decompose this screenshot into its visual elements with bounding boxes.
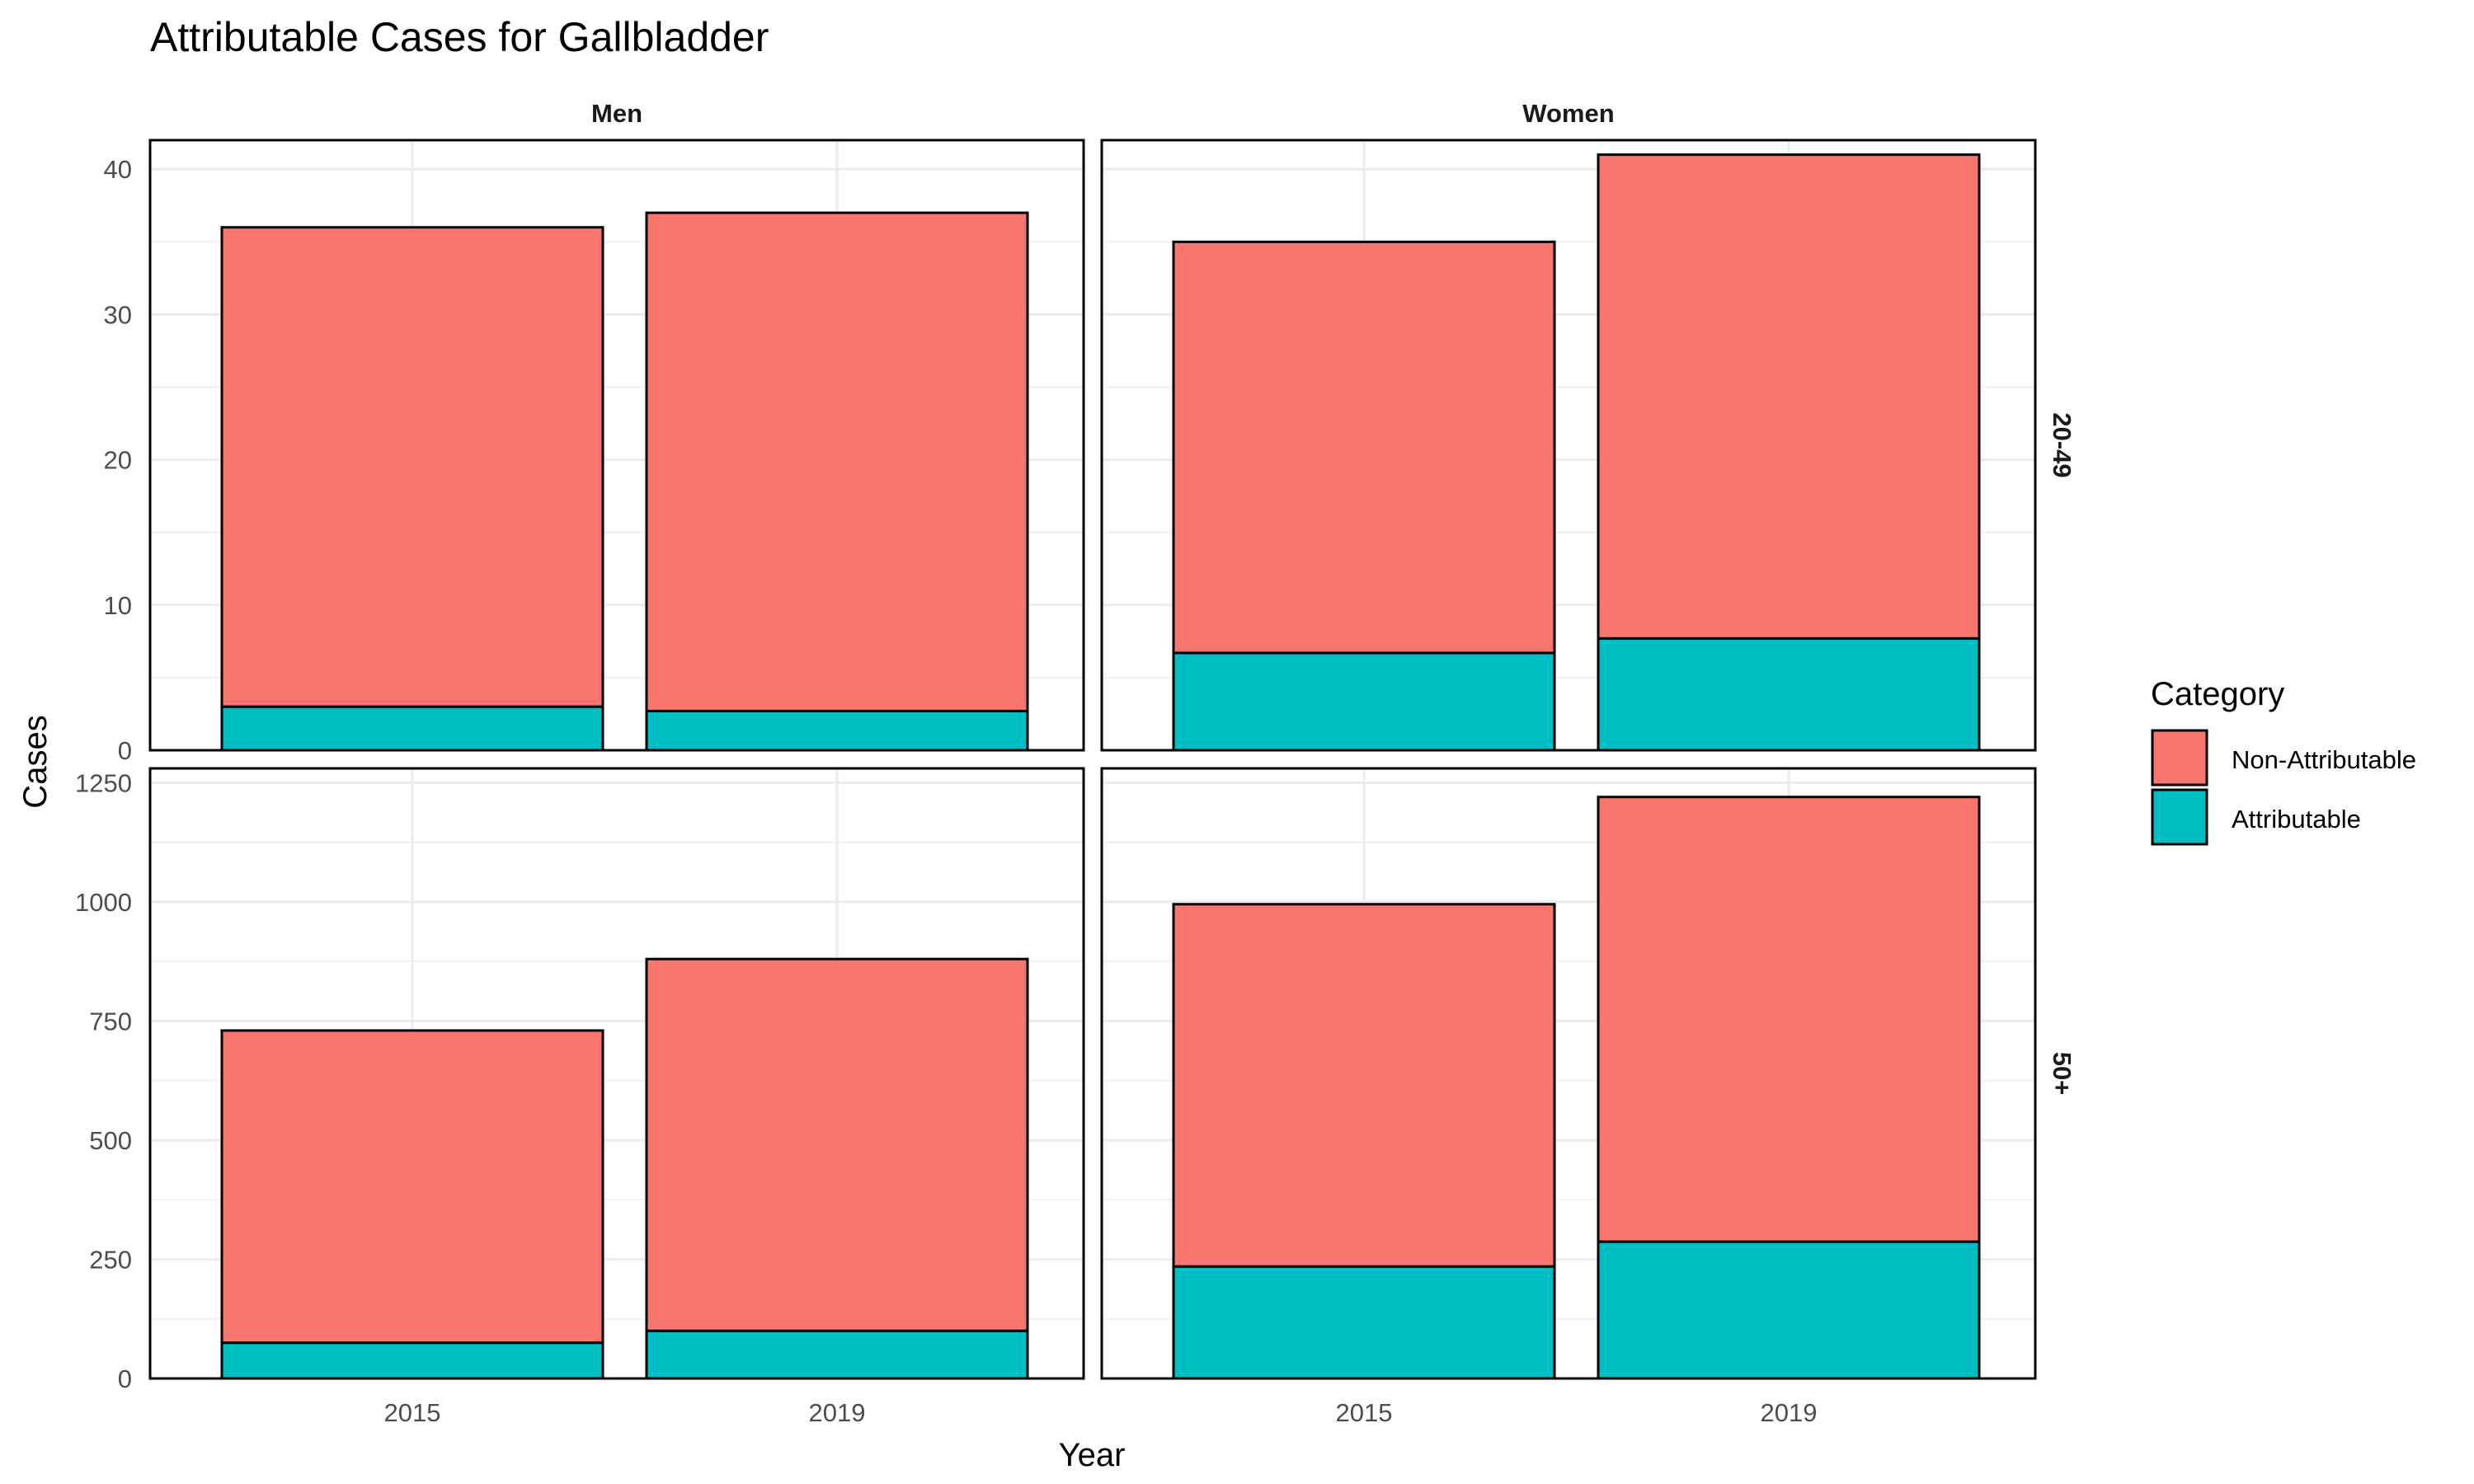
strip-50: 50+ <box>2048 1052 2077 1096</box>
legend-key-attributable <box>2151 788 2208 846</box>
strip-20-49: 20-49 <box>2048 412 2077 477</box>
bar-attributable-men-20-49-2015 <box>220 705 604 752</box>
bar-attributable-women-20-49-2015 <box>1172 651 1556 752</box>
y-tick-label: 0 <box>118 736 132 765</box>
legend-key-non-attributable <box>2151 729 2208 787</box>
legend: Category Non-Attributable Attributable <box>2151 676 2416 846</box>
legend-label-non-attributable: Non-Attributable <box>2232 745 2416 774</box>
x-axis-title: Year <box>1059 1437 1126 1473</box>
y-tick-label: 1000 <box>75 888 132 917</box>
y-tick-label: 750 <box>89 1007 132 1036</box>
panel-50-men <box>148 767 1085 1380</box>
bar-non-attributable-men-20-49-2015 <box>220 226 604 708</box>
bar-non-attributable-men-50-2015 <box>220 1029 604 1345</box>
bar-attributable-men-20-49-2019 <box>645 709 1029 752</box>
bar-non-attributable-women-50-2019 <box>1597 796 1981 1243</box>
panel-50-women <box>1100 767 2037 1380</box>
panel-border <box>148 139 1085 752</box>
y-tick-label: 20 <box>104 446 132 475</box>
legend-title: Category <box>2151 676 2284 712</box>
bar-non-attributable-women-20-49-2019 <box>1597 153 1981 640</box>
bar-attributable-women-50-2015 <box>1172 1265 1556 1380</box>
y-tick-label: 40 <box>104 155 132 184</box>
y-axis-title: Cases <box>17 715 54 808</box>
panel-border <box>148 767 1085 1380</box>
bar-non-attributable-women-20-49-2015 <box>1172 240 1556 655</box>
bar-non-attributable-women-50-2015 <box>1172 903 1556 1268</box>
legend-label-attributable: Attributable <box>2232 805 2361 834</box>
bar-attributable-men-50-2019 <box>645 1329 1029 1380</box>
facet-panels: Men Women 20-49 0 10 20 30 40 50+ 0 250 500 750 1000 1… <box>75 99 2077 1427</box>
y-tick-label: 0 <box>118 1364 132 1393</box>
x-tick-label: 2015 <box>384 1398 441 1427</box>
y-tick-label: 10 <box>104 591 132 620</box>
chart-title: Attributable Cases for Gallbladder <box>150 14 769 60</box>
panel-20-49-women <box>1100 139 2037 752</box>
x-tick-label: 2019 <box>809 1398 866 1427</box>
bar-attributable-women-50-2019 <box>1597 1240 1981 1380</box>
bar-non-attributable-men-50-2019 <box>645 957 1029 1332</box>
bar-non-attributable-men-20-49-2019 <box>645 211 1029 712</box>
strip-men: Men <box>591 99 642 128</box>
panel-20-49-men <box>148 139 1085 752</box>
y-tick-label: 1250 <box>75 768 132 797</box>
panel-border <box>1100 767 2037 1380</box>
y-tick-label: 500 <box>89 1126 132 1155</box>
bar-attributable-men-50-2015 <box>220 1341 604 1380</box>
x-tick-label: 2019 <box>1761 1398 1818 1427</box>
bar-attributable-women-20-49-2019 <box>1597 636 1981 752</box>
y-tick-label: 30 <box>104 300 132 329</box>
x-tick-label: 2015 <box>1336 1398 1393 1427</box>
strip-women: Women <box>1522 99 1614 128</box>
y-tick-label: 250 <box>89 1245 132 1274</box>
panel-border <box>1100 139 2037 752</box>
